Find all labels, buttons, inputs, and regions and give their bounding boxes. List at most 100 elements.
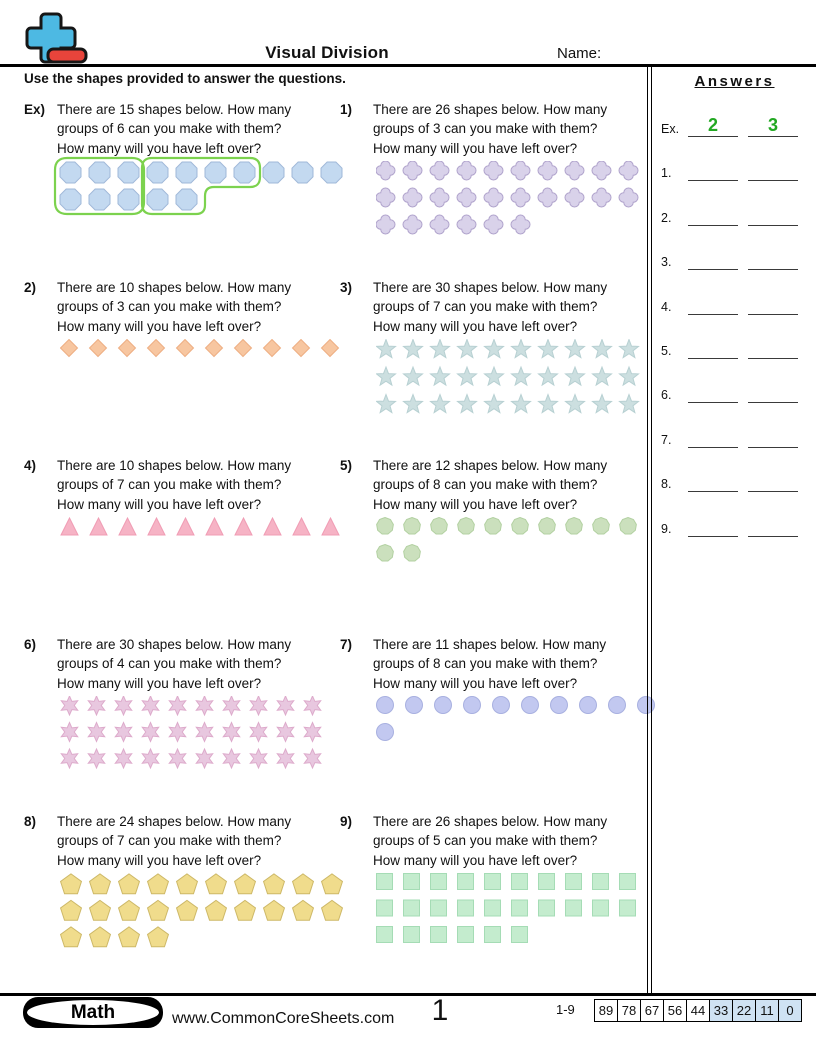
answer-blank-2 [748,425,798,448]
problem-question-text: There are 10 shapes below. How many grou… [57,456,291,514]
shape-grid [60,338,340,359]
answer-blank-2 [748,336,798,359]
score-cell-89: 89 [598,1003,614,1018]
answer-row-label: 7. [661,432,672,447]
answer-blank-1 [688,158,738,182]
problem-2-line-3: How many will you have left over? [57,318,262,334]
shape-grid-svg [53,156,343,215]
problem-number-label: 2) [24,280,37,295]
score-cell-33: 33 [709,1000,732,1021]
answer-blank-1 [688,469,738,493]
problem-question-text: There are 30 shapes below. How many grou… [57,635,291,693]
score-cell-11: 11 [755,1000,778,1021]
math-badge: Math [23,997,163,1028]
problem-0-line-1: There are 15 shapes below. How many [57,102,292,117]
math-badge-oval: Math [27,1000,159,1025]
page-number: 1 [431,994,449,1027]
name-field-label: Name: [557,45,602,62]
problem-number-label: 9) [340,814,353,829]
answer-row-9: 9. [661,514,798,538]
problem-8-line-1: There are 24 shapes below. How many [57,814,292,829]
problem-number-label: 5) [340,458,353,473]
answer-blank-1 [688,425,738,448]
problem-question-text: There are 24 shapes below. How many grou… [57,812,291,870]
answer-blank-1 [688,203,738,226]
shape-grid [376,516,652,564]
problem-number-label: 6) [24,637,37,652]
answer-blank-2 [748,469,798,493]
problem-block-ex: Ex) There are 15 shapes below. How many … [24,100,343,219]
problem-9-line-1: There are 26 shapes below. How many [373,814,608,829]
answer-blank-2 [748,247,798,271]
problem-number-label: Ex) [24,102,46,117]
footer-rule [0,993,816,996]
problem-question-text: There are 26 shapes below. How many grou… [373,812,607,870]
answers-panel: Answers Ex. 2 3 1. 2. 3. 4. 5. 6. 7. 8. 9. [653,66,816,993]
website-url: www.CommonCoreSheets.com [172,1010,395,1027]
problem-question-text: There are 11 shapes below. How many grou… [373,635,606,693]
shape-grid-svg [376,516,637,562]
answer-row-2: 2. [661,203,798,227]
problem-number-label: 8) [24,814,37,829]
answer-row-label: 9. [661,521,672,536]
answer-blank-2: 3 [748,114,798,137]
shape-grid [376,695,655,743]
plus-minus-logo-icon [25,12,88,64]
problem-block-6: 6) There are 30 shapes below. How many g… [24,635,336,770]
problem-block-3: 3) There are 30 shapes below. How many g… [340,278,652,416]
problem-number-label: 4) [24,458,37,473]
page-title: Visual Division [265,43,389,62]
answer-row-5: 5. [661,336,798,360]
score-cell-44: 44 [686,1000,709,1021]
answer-blank-1: 2 [688,114,738,137]
shape-grid [376,160,652,236]
score-cell-78: 78 [617,1000,640,1021]
problem-2-line-2: groups of 3 can you make with them? [57,299,282,315]
problem-4-line-3: How many will you have left over? [57,496,262,512]
score-table: 89 78 67 56 44 33 22 11 0 [594,999,802,1022]
problem-6-line-1: There are 30 shapes below. How many [57,637,292,652]
shape-grid-svg [376,338,640,414]
answer-row-4: 4. [661,292,798,316]
answer-row-label: 4. [661,299,672,314]
problem-1-line-1: There are 26 shapes below. How many [373,102,608,117]
answer-row-label: 3. [661,255,672,270]
shape-grid-svg [60,338,340,358]
problem-5-line-1: There are 12 shapes below. How many [373,458,608,473]
shape-grid [376,338,652,416]
answer-blank-2 [748,203,798,226]
score-range-label: 1-9 [556,1002,575,1017]
problem-9-line-3: How many will you have left over? [373,852,578,868]
shape-grid [376,872,652,945]
problem-number-label: 7) [340,637,353,652]
answers-title: Answers [694,73,775,90]
shape-grid-svg [60,695,322,770]
problem-0-line-2: groups of 6 can you make with them? [57,121,282,137]
answer-blank-1 [688,514,738,537]
problem-7-line-1: There are 11 shapes below. How many [373,637,607,652]
answer-row-label: 6. [661,388,672,403]
problem-5-line-2: groups of 8 can you make with them? [373,477,598,493]
shape-grid [53,155,343,219]
problem-1-line-3: How many will you have left over? [373,140,578,156]
problem-block-9: 9) There are 26 shapes below. How many g… [340,812,652,945]
answer-row-1: 1. [661,158,798,182]
answer-blank-2 [748,292,798,315]
answer-blank-2 [748,158,798,182]
answer-row-label: 8. [661,477,672,492]
shape-grid [60,516,340,538]
header-rule [0,64,816,67]
problem-question-text: There are 12 shapes below. How many grou… [373,456,607,514]
score-cell-56: 56 [663,1000,686,1021]
instructions-text: Use the shapes provided to answer the qu… [24,71,346,86]
problem-3-line-2: groups of 7 can you make with them? [373,299,598,315]
problem-4-line-2: groups of 7 can you make with them? [57,477,282,493]
problem-question-text: There are 10 shapes below. How many grou… [57,278,291,336]
shape-grid-svg [60,873,344,948]
problem-1-line-2: groups of 3 can you make with them? [373,121,598,137]
problem-6-line-2: groups of 4 can you make with them? [57,656,282,672]
score-cell-67: 67 [640,1000,663,1021]
answer-blank-1 [688,247,738,271]
answers-divider [647,66,652,993]
shape-grid [60,873,344,950]
